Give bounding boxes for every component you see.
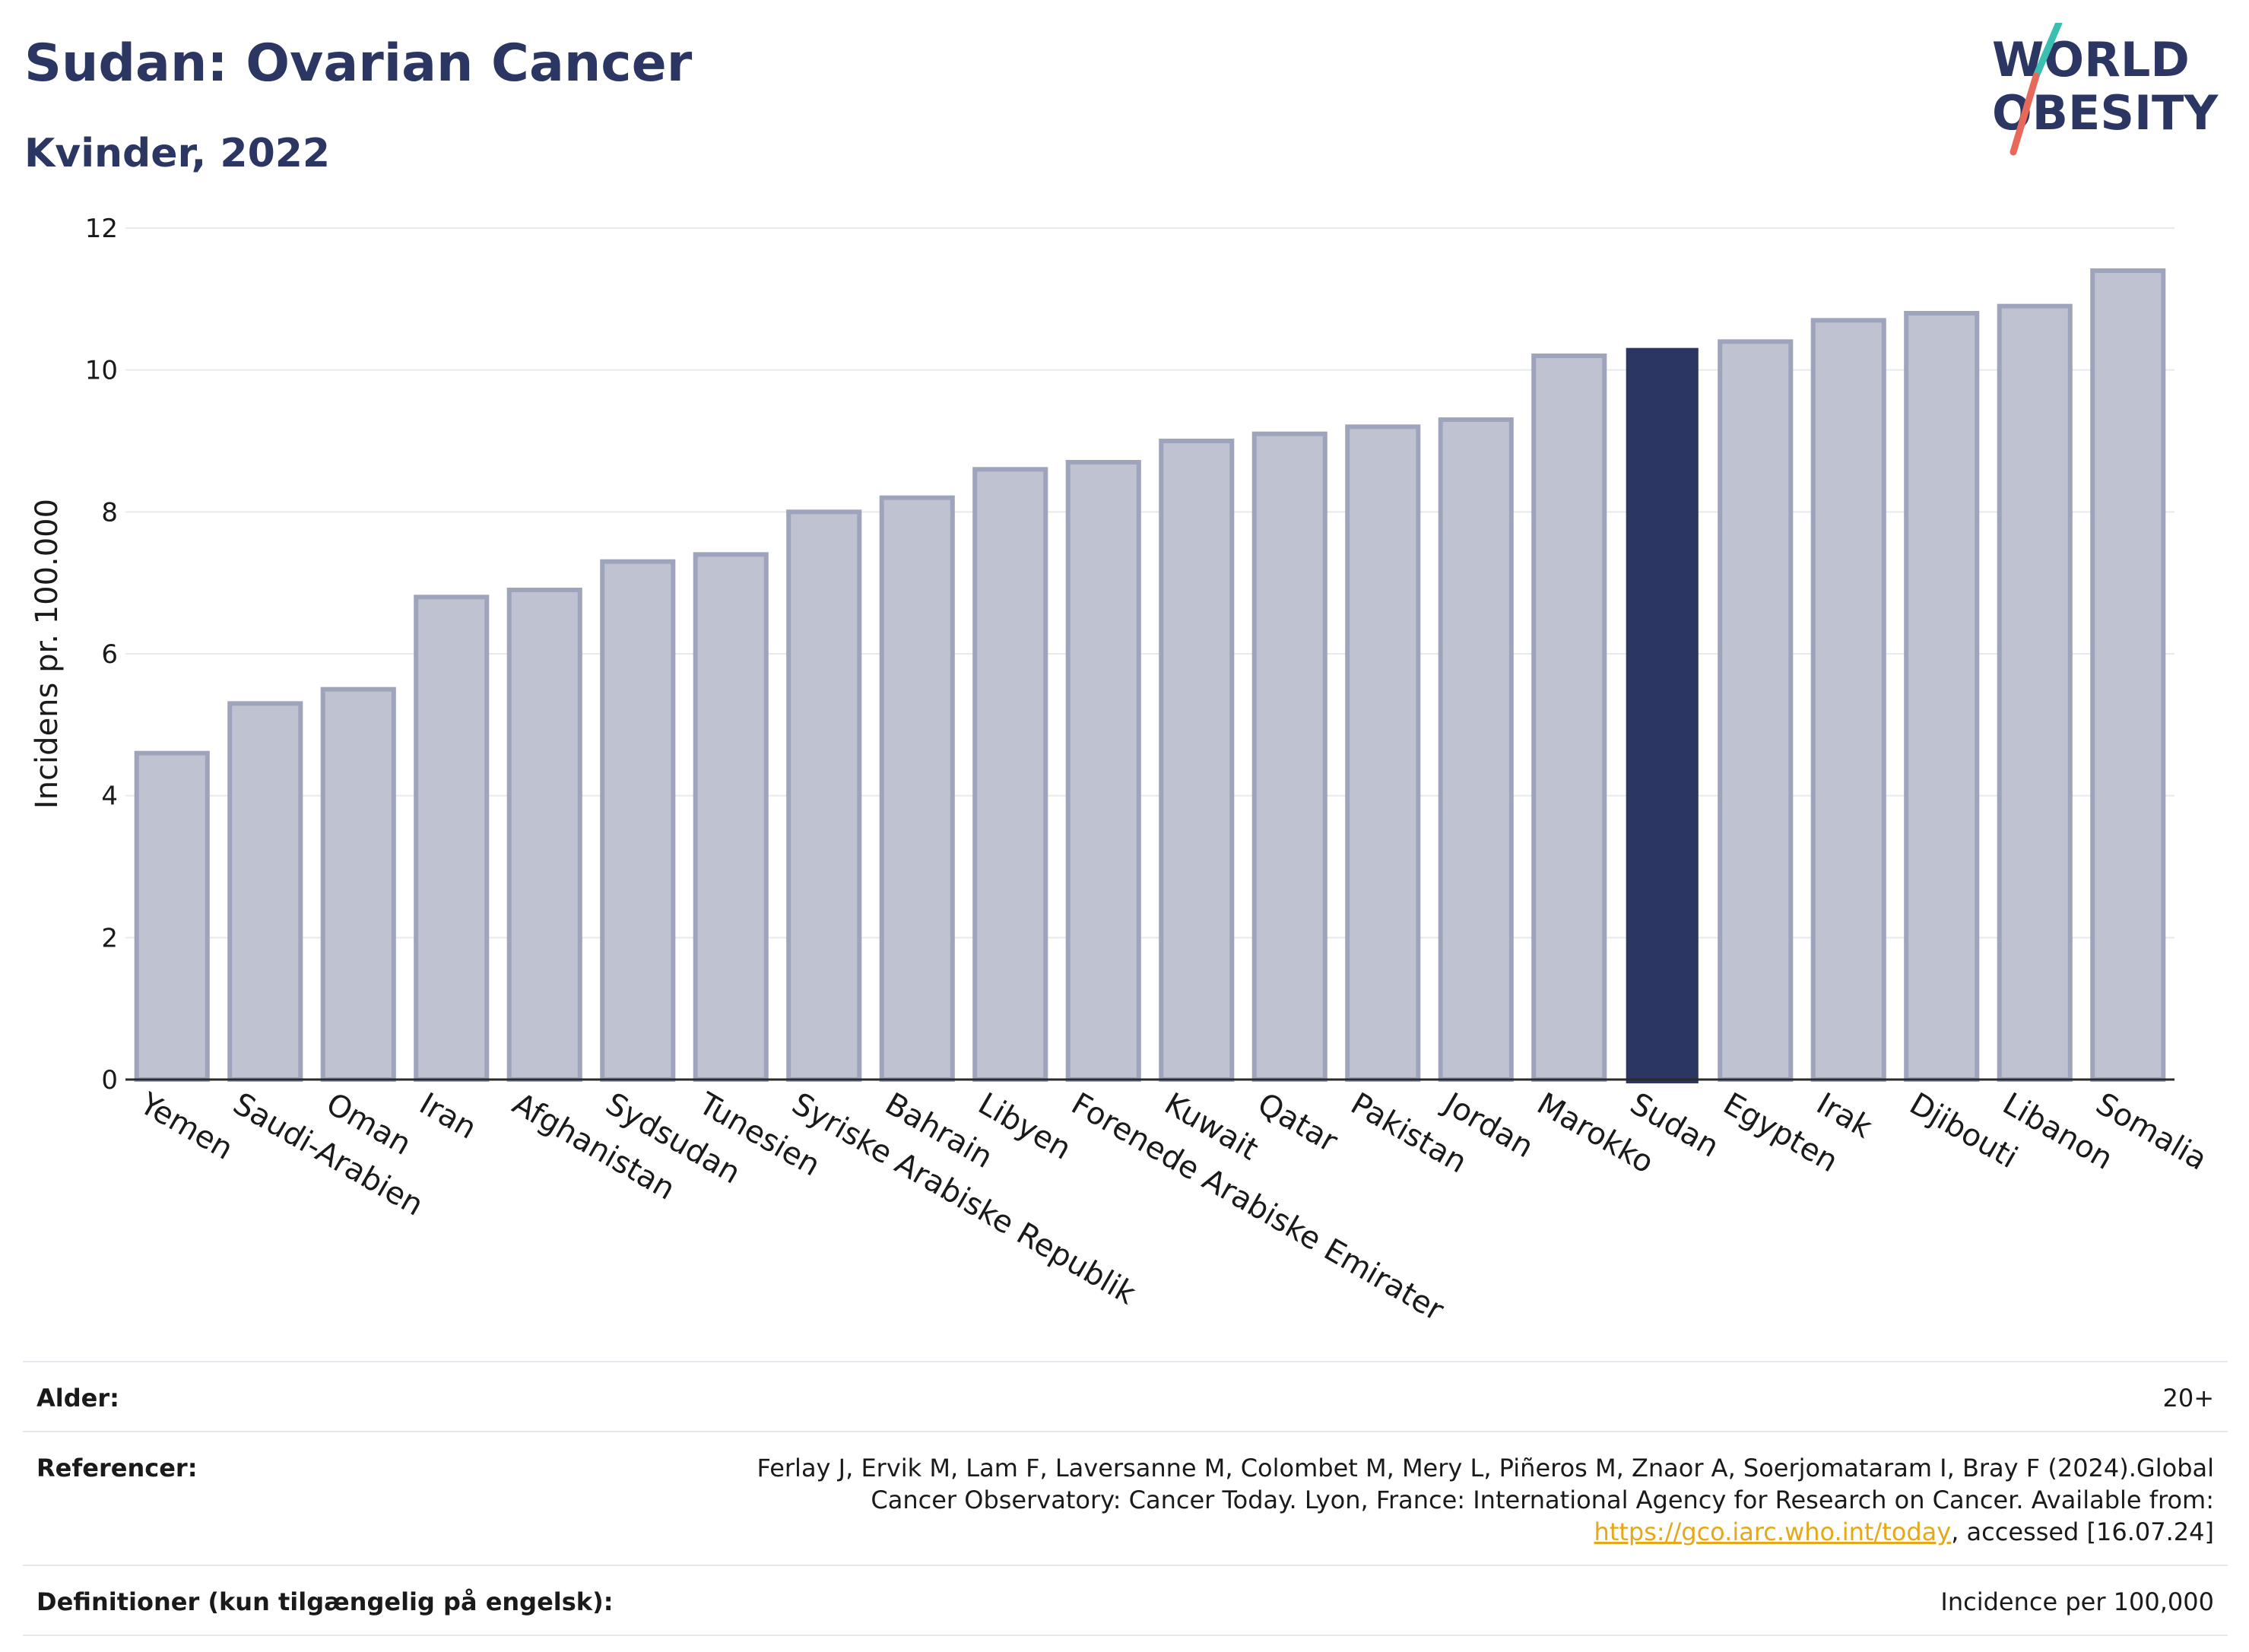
definitions-label: Definitioner (kun tilgængelig på engelsk… — [36, 1587, 614, 1616]
bar-libyen — [972, 467, 1048, 1082]
bar-forenede-arabiske-emirater — [1065, 460, 1141, 1082]
bar-pakistan — [1345, 424, 1421, 1082]
bar-tunesien — [693, 552, 769, 1082]
y-tick-label: 6 — [101, 639, 118, 670]
bar-oman — [320, 686, 396, 1082]
y-axis-ticks: 0 2 4 6 8 10 12 — [85, 214, 118, 1096]
chart-title: Sudan: Ovarian Cancer — [24, 33, 693, 94]
age-label: Alder: — [36, 1384, 119, 1413]
references-text: Ferlay J, Ervik M, Lam F, Laversanne M, … — [757, 1454, 2214, 1514]
info-row-references: Referencer: Ferlay J, Ervik M, Lam F, La… — [23, 1431, 2228, 1565]
y-tick-label: 8 — [101, 497, 118, 528]
logo-stroke-red — [2010, 72, 2040, 156]
info-table: Alder: 20+ Referencer: Ferlay J, Ervik M… — [23, 1361, 2228, 1636]
y-axis-label: Incidens pr. 100.000 — [30, 499, 65, 809]
bar-irak — [1810, 318, 1886, 1083]
info-row-definitions: Definitioner (kun tilgængelig på engelsk… — [23, 1565, 2228, 1636]
x-tick-label: Iran — [414, 1086, 483, 1146]
bar-yemen — [134, 750, 210, 1083]
x-tick-label: Yemen — [133, 1086, 239, 1167]
y-tick-label: 10 — [85, 356, 118, 386]
y-tick-label: 2 — [101, 923, 118, 953]
y-tick-label: 12 — [85, 214, 118, 244]
x-tick-label: Djibouti — [1904, 1086, 2023, 1175]
logo-stroke-teal — [2032, 23, 2063, 80]
definitions-value: Incidence per 100,000 — [1940, 1587, 2214, 1616]
references-link[interactable]: https://gco.iarc.who.int/today — [1594, 1517, 1952, 1546]
references-accessed: , accessed [16.07.24] — [1951, 1517, 2214, 1546]
bar-afghanistan — [506, 588, 582, 1082]
bar-egypten — [1718, 339, 1794, 1083]
bar-bahrain — [879, 495, 955, 1082]
references-value: Ferlay J, Ervik M, Lam F, Laversanne M, … — [693, 1452, 2214, 1548]
logo-text-world: WORLD — [1992, 32, 2190, 87]
y-tick-label: 4 — [101, 782, 118, 812]
x-tick-label: Qatar — [1251, 1086, 1343, 1159]
bars — [134, 268, 2166, 1083]
age-value: 20+ — [2162, 1384, 2214, 1413]
bar-somalia — [2090, 268, 2166, 1082]
references-label: Referencer: — [36, 1454, 198, 1482]
bar-syriske-arabiske-republik — [786, 509, 862, 1082]
bar-iran — [414, 595, 490, 1082]
world-obesity-logo: WORLD OBESITY — [1992, 23, 2219, 156]
bar-djibouti — [1904, 311, 1980, 1082]
y-tick-label: 0 — [101, 1065, 118, 1096]
bar-sydsudan — [600, 559, 676, 1082]
bar-qatar — [1251, 431, 1328, 1082]
bar-sudan — [1626, 347, 1699, 1083]
chart-subtitle: Kvinder, 2022 — [24, 131, 331, 176]
info-row-age: Alder: 20+ — [23, 1361, 2228, 1431]
bar-jordan — [1438, 417, 1514, 1082]
bar-libanon — [1997, 303, 2073, 1082]
bar-marokko — [1531, 354, 1607, 1082]
bar-kuwait — [1159, 439, 1235, 1082]
bar-saudi-arabien — [227, 701, 303, 1082]
